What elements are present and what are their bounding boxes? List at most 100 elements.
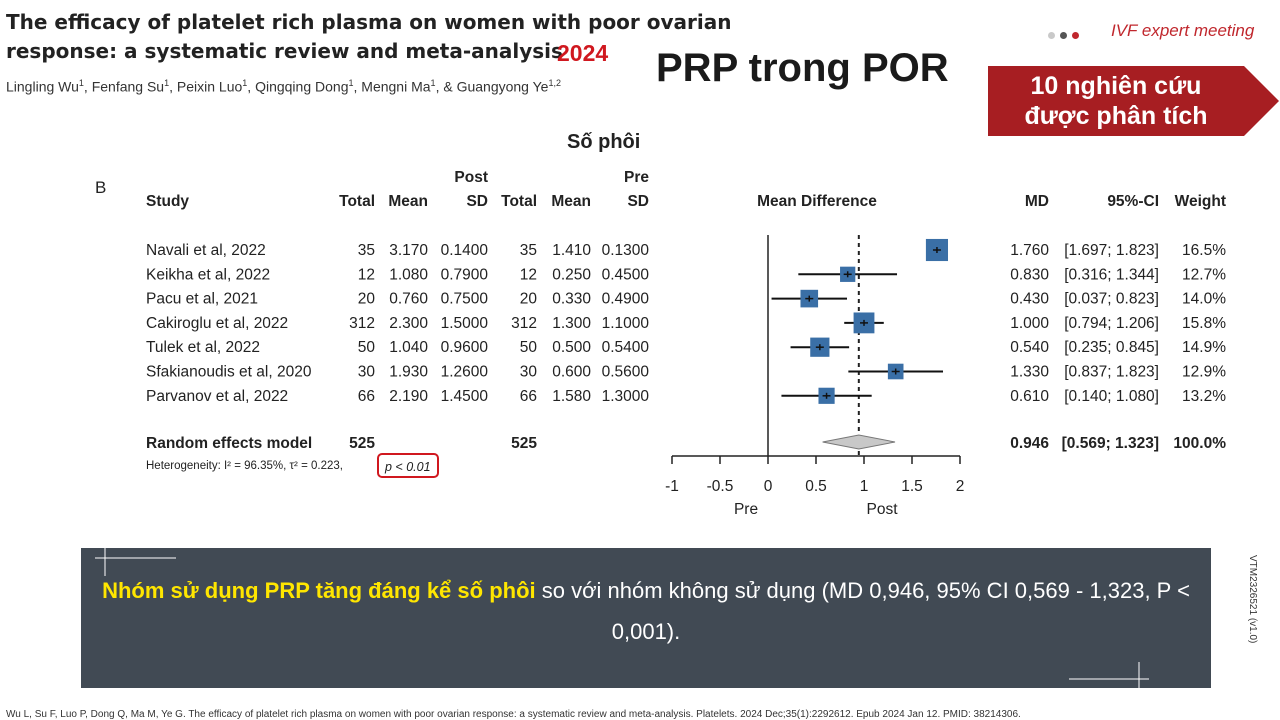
pre-sd: 0.4900 <box>602 291 650 308</box>
pre-sd: 0.1300 <box>602 242 650 259</box>
author-name: Qingqing Dong <box>255 78 349 95</box>
study-weight: 15.8% <box>1182 315 1226 332</box>
study-md: 0.540 <box>1010 339 1049 356</box>
decorative-dots <box>1048 26 1084 44</box>
pre-total: 12 <box>520 266 537 283</box>
study-ci: [0.037; 0.823] <box>1064 291 1159 308</box>
x-axis-tick-label: 2 <box>956 478 965 495</box>
post-mean: 3.170 <box>389 242 428 259</box>
post-sd: 1.4500 <box>441 388 489 405</box>
paper-title: The efficacy of platelet rich plasma on … <box>6 8 746 66</box>
reference-citation: Wu L, Su F, Luo P, Dong Q, Ma M, Ye G. T… <box>6 709 1021 720</box>
x-axis-tick-label: 0.5 <box>805 478 827 495</box>
study-md: 0.430 <box>1010 291 1049 308</box>
pooled-post-total: 525 <box>349 435 375 452</box>
heterogeneity-text: Heterogeneity: I² = 96.35%, τ² = 0.223, <box>146 460 343 472</box>
column-header-pre-sd: SD <box>627 193 649 210</box>
pre-mean: 0.250 <box>552 266 591 283</box>
pooled-label: Random effects model <box>146 435 312 452</box>
x-axis-tick-label: 1 <box>860 478 869 495</box>
pre-mean: 1.300 <box>552 315 591 332</box>
column-header-study: Study <box>146 193 189 210</box>
post-mean: 1.080 <box>389 266 428 283</box>
p-value: p < 0.01 <box>385 460 431 474</box>
pooled-weight: 100.0% <box>1173 435 1226 452</box>
study-name: Pacu et al, 2021 <box>146 291 258 308</box>
study-name: Tulek et al, 2022 <box>146 339 260 356</box>
author-name: Fenfang Su <box>91 78 165 95</box>
pre-total: 35 <box>520 242 537 259</box>
panel-label: B <box>95 178 107 197</box>
column-header-mean-difference: Mean Difference <box>757 193 877 210</box>
pre-mean: 0.500 <box>552 339 591 356</box>
pre-sd: 0.4500 <box>602 266 650 283</box>
summary-box <box>81 548 1211 688</box>
post-total: 12 <box>358 266 375 283</box>
slide-title: PRP trong POR <box>656 46 949 90</box>
pre-mean: 1.410 <box>552 242 591 259</box>
summary-rest: so với nhóm không sử dụng (MD 0,946, 95%… <box>535 578 1190 644</box>
study-ci: [0.837; 1.823] <box>1064 364 1159 381</box>
study-md: 0.830 <box>1010 266 1049 283</box>
x-axis-tick-label: -0.5 <box>707 478 734 495</box>
pre-total: 30 <box>520 364 538 381</box>
x-axis-tick-label: 1.5 <box>901 478 923 495</box>
callout-line1: 10 nghiên cứu <box>1030 72 1202 100</box>
pre-sd: 0.5400 <box>602 339 650 356</box>
author-affiliation: 1 <box>164 78 170 88</box>
summary-text: Nhóm sử dụng PRP tăng đáng kể số phôi so… <box>100 570 1192 652</box>
author-name: Lingling Wu <box>6 78 79 95</box>
author-name: Peixin Luo <box>176 78 243 95</box>
pre-total: 66 <box>520 388 537 405</box>
paper-title-line2: response: a systematic review and meta-a… <box>6 39 563 63</box>
post-total: 30 <box>358 364 376 381</box>
pre-mean: 0.330 <box>552 291 591 308</box>
column-header-weight: Weight <box>1175 193 1226 210</box>
publication-year: 2024 <box>557 40 609 66</box>
post-sd: 0.7500 <box>441 291 489 308</box>
post-total: 66 <box>358 388 375 405</box>
p-value-text: p < 0.01 <box>385 460 431 474</box>
post-mean: 0.760 <box>389 291 428 308</box>
author-name: & Guangyong Ye <box>443 78 549 95</box>
x-axis-tick-label: -1 <box>665 478 679 495</box>
post-total: 312 <box>349 315 375 332</box>
author-affiliation: 1 <box>430 78 436 88</box>
study-weight: 12.7% <box>1182 266 1226 283</box>
x-side-label-pre: Pre <box>734 501 758 518</box>
study-weight: 12.9% <box>1182 364 1226 381</box>
study-name: Parvanov et al, 2022 <box>146 388 288 405</box>
column-header-post-sd: SD <box>466 193 488 210</box>
column-header-post-mean: Mean <box>388 193 428 210</box>
callout-line2: được phân tích <box>1024 102 1208 130</box>
column-group-pre: Pre <box>624 169 649 186</box>
post-total: 50 <box>358 339 376 356</box>
summary-highlight: Nhóm sử dụng PRP tăng đáng kể số phôi <box>102 578 536 603</box>
pre-mean: 1.580 <box>552 388 591 405</box>
event-name: IVF expert meeting <box>1111 21 1255 40</box>
forest-plot: Post Pre Study Total Mean SD Total Mean SD Mean D… <box>146 169 1226 518</box>
author-affiliation: 1 <box>78 78 84 88</box>
post-mean: 1.930 <box>389 364 428 381</box>
chart-subtitle: Số phôi <box>567 131 641 153</box>
post-mean: 2.300 <box>389 315 428 332</box>
author-list: Lingling Wu1, Fenfang Su1, Peixin Luo1, … <box>6 78 561 95</box>
pre-sd: 0.5600 <box>602 364 650 381</box>
pre-total: 50 <box>520 339 538 356</box>
pooled-md: 0.946 <box>1010 435 1049 452</box>
x-axis-tick-label: 0 <box>764 478 773 495</box>
post-sd: 0.9600 <box>441 339 489 356</box>
pre-total: 20 <box>520 291 538 308</box>
author-affiliation: 1 <box>348 78 354 88</box>
author-name: Mengni Ma <box>361 78 431 95</box>
study-weight: 13.2% <box>1182 388 1226 405</box>
study-ci: [0.140; 1.080] <box>1064 388 1159 405</box>
paper-title-line1: The efficacy of platelet rich plasma on … <box>6 10 732 34</box>
post-sd: 1.2600 <box>441 364 489 381</box>
post-sd: 0.7900 <box>441 266 489 283</box>
post-mean: 1.040 <box>389 339 428 356</box>
pre-sd: 1.3000 <box>602 388 650 405</box>
study-md: 1.760 <box>1010 242 1049 259</box>
post-mean: 2.190 <box>389 388 428 405</box>
study-md: 0.610 <box>1010 388 1049 405</box>
